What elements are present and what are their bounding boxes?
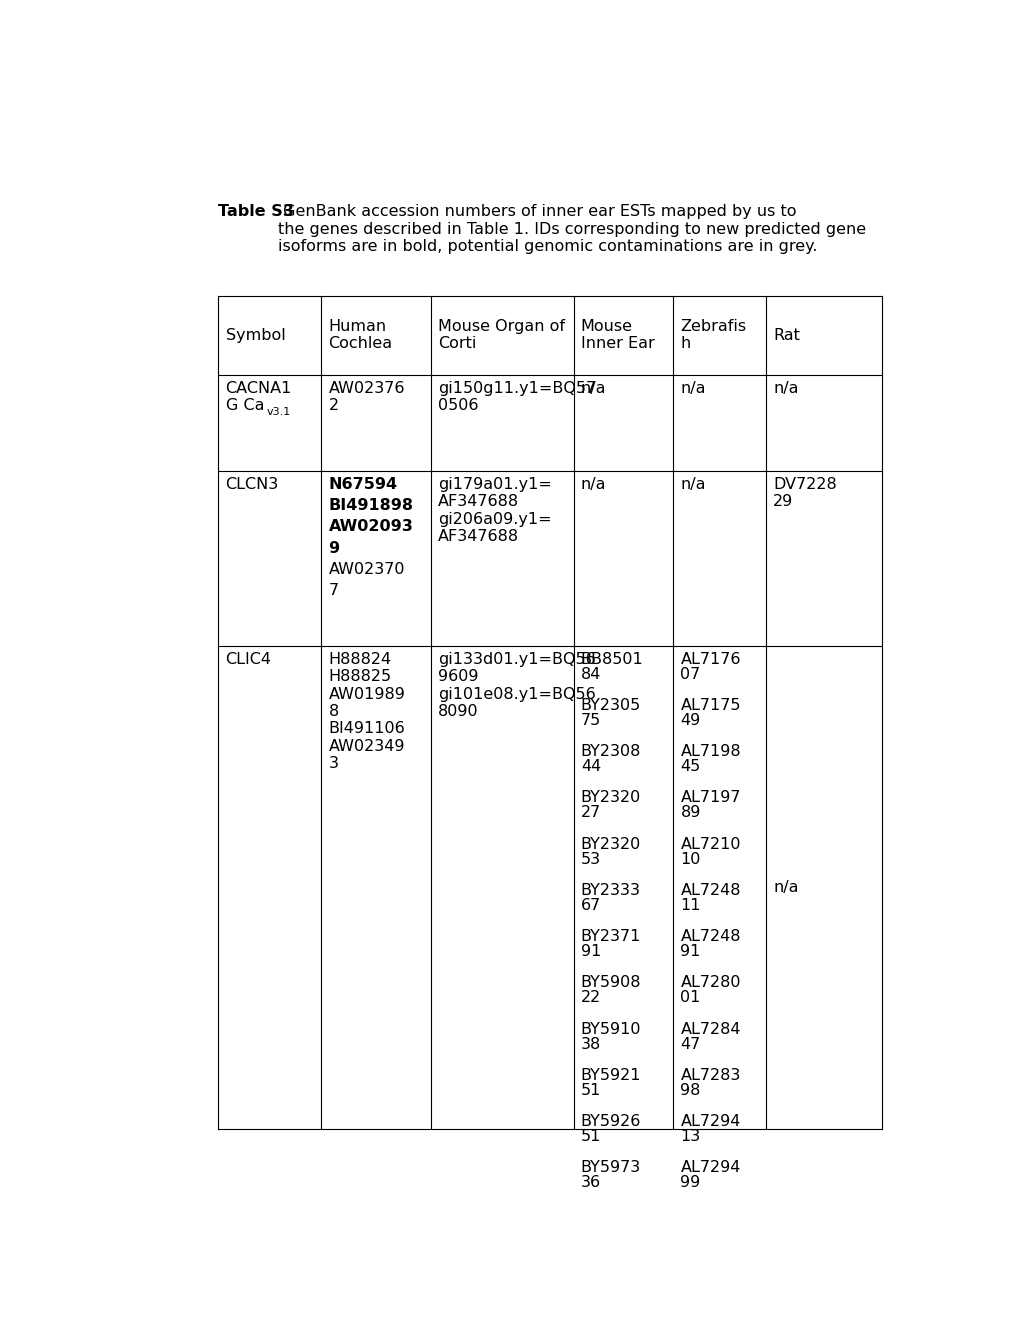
Text: AL7197
89: AL7197 89 [680,791,740,821]
Text: BY5908
22: BY5908 22 [580,975,641,1006]
Text: BY5973
36: BY5973 36 [580,1160,640,1191]
Text: n/a: n/a [580,477,605,492]
Text: n/a: n/a [680,477,705,492]
Text: n/a: n/a [772,381,798,396]
Text: BY2320
53: BY2320 53 [580,837,640,867]
Text: BY5921
51: BY5921 51 [580,1068,641,1098]
Text: AL7294
99: AL7294 99 [680,1160,740,1191]
Text: BY5910
38: BY5910 38 [580,1022,641,1052]
Text: BY2305
75: BY2305 75 [580,698,640,729]
Text: BY2308
44: BY2308 44 [580,744,641,775]
Text: gi179a01.y1=
AF347688
gi206a09.y1=
AF347688: gi179a01.y1= AF347688 gi206a09.y1= AF347… [437,477,551,544]
Text: AL7175
49: AL7175 49 [680,698,740,729]
Text: CACNA1
G Ca: CACNA1 G Ca [225,381,291,413]
Text: AL7280
01: AL7280 01 [680,975,740,1006]
Text: BY2320
27: BY2320 27 [580,791,640,821]
Text: BB8501
84: BB8501 84 [580,652,643,681]
Text: AW02376
2: AW02376 2 [328,381,405,413]
Text: 9: 9 [328,541,339,556]
Text: AL7176
07: AL7176 07 [680,652,740,681]
Text: AL7283
98: AL7283 98 [680,1068,740,1098]
Text: N67594: N67594 [328,477,397,492]
Text: Rat: Rat [772,327,800,343]
Text: Mouse
Inner Ear: Mouse Inner Ear [580,319,654,351]
Text: AL7248
11: AL7248 11 [680,883,740,913]
Text: n/a: n/a [580,381,605,396]
Text: Zebrafis
h: Zebrafis h [680,319,746,351]
Text: 7: 7 [328,583,338,598]
Text: BI491898: BI491898 [328,498,413,513]
Text: Mouse Organ of
Corti: Mouse Organ of Corti [437,319,565,351]
Text: BY5926
51: BY5926 51 [580,1114,641,1144]
Text: CLCN3: CLCN3 [225,477,278,492]
Text: GenBank accession numbers of inner ear ESTs mapped by us to
the genes described : GenBank accession numbers of inner ear E… [277,205,865,253]
Text: AL7294
13: AL7294 13 [680,1114,740,1144]
Text: AW02370: AW02370 [328,562,405,577]
Text: H88824
H88825
AW01989
8
BI491106
AW02349
3: H88824 H88825 AW01989 8 BI491106 AW02349… [328,652,405,771]
Text: AL7198
45: AL7198 45 [680,744,740,775]
Text: CLIC4: CLIC4 [225,652,271,667]
Text: gi150g11.y1=BQ57
0506: gi150g11.y1=BQ57 0506 [437,381,595,413]
Text: BY2333
67: BY2333 67 [580,883,640,913]
Text: AL7248
91: AL7248 91 [680,929,740,960]
Text: v3.1: v3.1 [266,408,290,417]
Text: AW02093: AW02093 [328,520,413,535]
Text: n/a: n/a [680,381,705,396]
Text: Symbol: Symbol [225,327,285,343]
Text: BY2371
91: BY2371 91 [580,929,641,960]
Text: gi133d01.y1=BQ56
9609
gi101e08.y1=BQ56
8090: gi133d01.y1=BQ56 9609 gi101e08.y1=BQ56 8… [437,652,595,719]
Text: AL7210
10: AL7210 10 [680,837,740,867]
Text: Table S3: Table S3 [218,205,294,219]
Text: Human
Cochlea: Human Cochlea [328,319,392,351]
Text: n/a: n/a [772,880,798,895]
Text: AL7284
47: AL7284 47 [680,1022,740,1052]
Text: DV7228
29: DV7228 29 [772,477,837,510]
